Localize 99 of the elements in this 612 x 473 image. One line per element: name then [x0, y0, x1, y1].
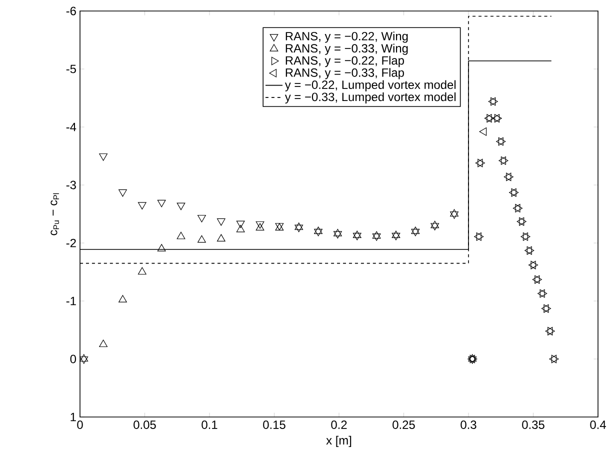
y-tick-label: -2: [66, 238, 76, 248]
point: [468, 354, 475, 364]
point: [544, 304, 551, 313]
point: [496, 137, 504, 146]
point: [157, 244, 166, 252]
x-tick-label: 0.1: [202, 420, 218, 429]
point: [118, 189, 127, 197]
y-tick-label: -1: [66, 296, 76, 306]
point: [334, 228, 342, 236]
point: [138, 202, 146, 210]
point: [476, 232, 484, 241]
x-tick-label: 0: [77, 420, 83, 429]
point: [334, 231, 342, 239]
point: [294, 222, 304, 230]
point: [530, 260, 538, 270]
point: [545, 326, 553, 336]
point: [118, 295, 127, 302]
point: [352, 232, 362, 240]
point: [450, 211, 458, 219]
point: [532, 275, 540, 284]
point: [138, 267, 146, 275]
point: [157, 200, 166, 208]
y-tick-label: -4: [66, 122, 76, 132]
point: [479, 127, 487, 136]
point: [524, 246, 532, 255]
point: [176, 232, 186, 240]
legend-label: y = −0.33, Lumped vortex model: [284, 92, 456, 104]
point: [392, 230, 400, 238]
point: [80, 356, 88, 364]
point: [519, 217, 526, 226]
point: [498, 137, 506, 146]
x-axis-title: x [m]: [326, 436, 352, 447]
point: [198, 214, 206, 222]
point: [294, 224, 304, 232]
legend-label: RANS, y = −0.33, Flap: [286, 68, 404, 80]
y-tick-label: -6: [66, 6, 76, 16]
point: [522, 232, 530, 241]
point: [411, 226, 420, 234]
point: [509, 188, 516, 197]
y-tick-label: 1: [70, 412, 76, 422]
point: [352, 230, 362, 238]
point: [541, 304, 549, 313]
point: [534, 275, 542, 284]
point: [450, 209, 458, 217]
point: [80, 354, 88, 362]
point: [538, 289, 545, 298]
point: [372, 234, 381, 241]
point: [430, 220, 440, 228]
point: [236, 220, 245, 228]
point: [314, 226, 322, 234]
point: [488, 97, 496, 106]
y-axis-title: c$_{Pu}$ − c$_{Pl}$: [50, 193, 60, 236]
x-tick-label: 0.3: [460, 420, 476, 429]
point: [256, 223, 264, 230]
legend-label: RANS, y = −0.22, Flap: [286, 56, 404, 68]
point: [236, 224, 245, 232]
point: [392, 232, 400, 240]
point: [528, 260, 536, 270]
point: [411, 228, 420, 236]
point: [549, 354, 557, 364]
x-tick-label: 0.15: [263, 420, 286, 429]
point: [216, 234, 226, 242]
point: [520, 232, 528, 241]
point: [176, 202, 186, 210]
legend-label: RANS, y = −0.22, Wing: [286, 32, 408, 43]
point: [216, 218, 226, 226]
point: [526, 246, 534, 255]
point: [256, 221, 264, 229]
y-tick-label: 0: [70, 354, 76, 364]
point: [551, 354, 559, 364]
point: [506, 172, 514, 182]
point: [478, 158, 485, 168]
point: [516, 217, 524, 226]
point: [498, 156, 506, 165]
point: [475, 158, 483, 168]
point: [430, 223, 440, 230]
point: [99, 340, 108, 348]
point: [504, 172, 512, 182]
point: [500, 156, 508, 165]
legend-label: RANS, y = −0.33, Wing: [286, 44, 408, 55]
y-tick-label: -5: [66, 64, 76, 74]
point: [314, 228, 322, 236]
point: [548, 326, 555, 336]
x-tick-label: 0.05: [134, 420, 156, 429]
point: [540, 289, 548, 298]
point: [99, 153, 108, 161]
point: [511, 188, 519, 197]
point: [198, 235, 206, 243]
x-tick-label: 0.35: [522, 420, 544, 429]
point: [512, 204, 520, 212]
point: [515, 204, 522, 212]
x-tick-label: 0.25: [392, 420, 415, 429]
x-tick-label: 0.2: [331, 420, 347, 429]
y-tick-label: -3: [66, 180, 76, 190]
point: [474, 232, 482, 241]
point: [372, 231, 381, 239]
x-tick-label: 0.4: [590, 420, 606, 429]
point: [490, 97, 498, 106]
legend-label: y = −0.22, Lumped vortex model: [284, 80, 456, 92]
